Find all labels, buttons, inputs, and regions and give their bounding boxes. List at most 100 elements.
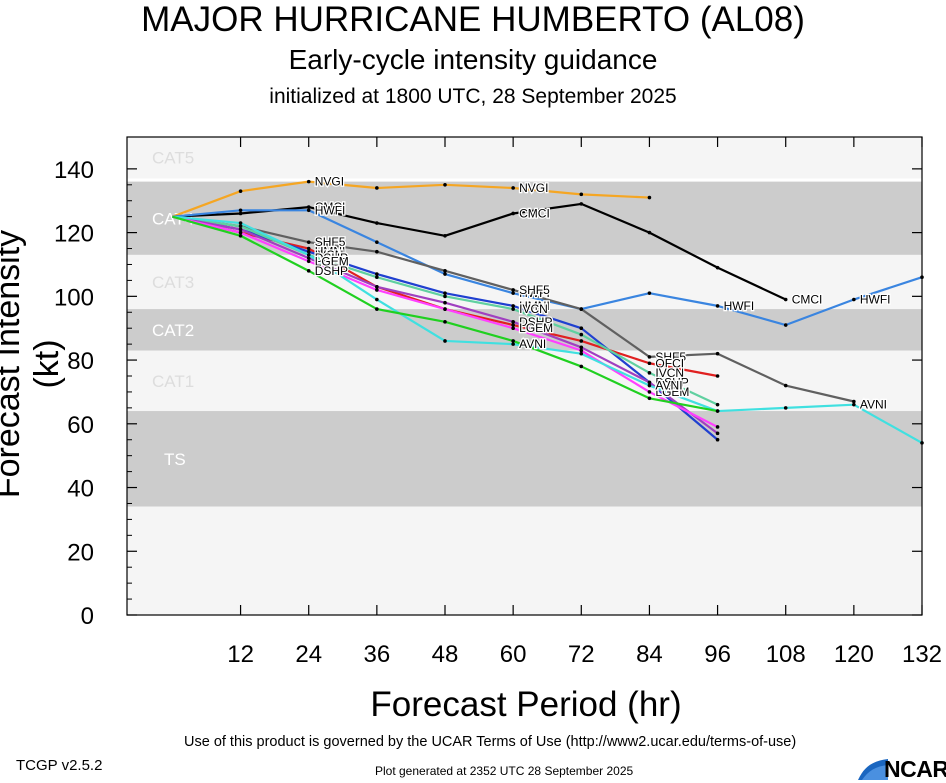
band-label: CAT5 [152,149,194,168]
series-label-hmni: HMNI [519,299,550,313]
data-point [511,342,515,346]
band-label: CAT1 [152,372,194,391]
axis-ticks: 12 24 36 48 60 72 84 96 108 120 132 0 20 40 60 80 100 120… [54,137,942,668]
series-label-nvgi: NVGI [315,175,344,189]
data-point [375,307,379,311]
band-cat3 [127,254,922,310]
y-tick-label: 140 [54,157,94,184]
data-point [715,409,720,413]
data-point [715,374,720,378]
data-point [443,269,447,273]
data-point [511,323,515,327]
data-point [852,402,856,407]
series-lines [172,179,924,445]
data-point [238,224,243,229]
data-point [647,371,652,375]
data-point [579,348,584,353]
data-point [647,361,652,366]
data-point [647,380,652,385]
series-label-cmci: CMCI [315,200,346,214]
y-tick-label: 100 [54,284,94,311]
band-cat4 [127,181,922,255]
data-point [443,320,447,324]
version-label: TCGP v2.5.2 [16,757,103,774]
data-point [715,265,720,270]
series-label-hwfi: HWFI [860,293,891,307]
y-axis-label: Forecast Intensity (kt) [0,229,66,499]
band-none [127,506,922,615]
series-label-ivcn: IVCN [315,248,344,262]
y-tick-label: 0 [81,603,94,630]
data-point [511,211,515,216]
data-point [511,186,515,190]
data-point [715,425,720,429]
data-point [511,320,515,324]
ncar-logo-text: NCAR [884,756,946,782]
x-tick-label: 12 [227,641,254,668]
data-point [783,383,788,388]
data-point [579,307,584,311]
data-point [306,246,311,251]
data-point [647,355,652,359]
data-point [306,240,311,244]
x-tick-label: 132 [902,641,942,668]
data-point [306,253,311,257]
data-point [375,275,379,280]
x-tick-label: 24 [295,641,322,668]
data-point [238,233,243,238]
series-label-hwfi: HWFI [519,286,550,300]
x-tick-label: 72 [568,641,595,668]
series-label-hmni: HMNI [315,245,346,259]
data-point [443,307,447,311]
data-point [511,307,515,311]
x-axis-label: Forecast Period (hr) [370,685,682,724]
data-point [783,406,788,410]
data-point [443,294,447,299]
data-point [443,183,447,187]
data-point [375,288,379,292]
x-tick-label: 96 [704,641,731,668]
y-tick-label: 80 [67,348,94,375]
data-point [306,179,311,184]
init-time: initialized at 1800 UTC, 28 September 20… [269,85,677,108]
ncar-logo: NCAR [858,755,946,782]
data-point [511,291,515,295]
data-point [852,297,856,302]
series-label-hwfi: HWFI [724,299,755,313]
data-point [579,364,584,369]
band-ts [127,411,922,507]
x-tick-label: 36 [364,641,391,668]
data-point [852,399,856,404]
data-point [647,195,652,200]
band-cat5 [127,137,922,179]
x-tick-label: 108 [766,641,806,668]
series-label-shf5: SHF5 [655,350,686,364]
data-point [443,272,447,276]
data-point [647,291,652,295]
series-label-hwfi: HWFI [315,203,346,217]
series-label-avni: AVNI [519,337,546,351]
data-point [306,269,311,273]
data-point [306,256,311,260]
chart-subtitle: Early-cycle intensity guidance [288,44,658,75]
data-point [443,300,447,305]
band-cat2 [127,309,922,351]
data-point [306,259,311,264]
series-label-lgem: LGEM [519,321,553,335]
band-label: CAT4 [152,209,194,228]
series-label-shf5: SHF5 [519,283,550,297]
series-label-avni: AVNI [860,398,887,412]
series-label-avni: AVNI [655,379,682,393]
data-point [715,402,720,407]
x-tick-label: 84 [636,641,663,668]
y-tick-label: 120 [54,221,94,248]
data-point [715,304,720,308]
series-line-hwfi [172,209,923,327]
data-point [511,339,515,343]
x-tick-label: 120 [834,641,874,668]
data-point [511,326,515,331]
data-point [375,186,379,190]
band-label: CAT2 [152,321,194,340]
